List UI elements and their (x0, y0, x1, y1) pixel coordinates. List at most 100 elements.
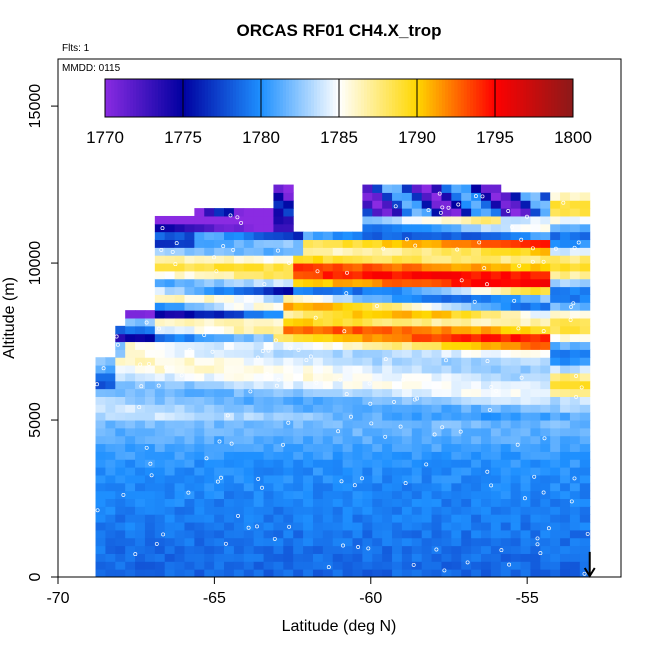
heatmap-cell (530, 263, 541, 272)
heatmap-cell (490, 333, 502, 343)
colorbar-segment (435, 79, 440, 117)
heatmap-cell (421, 569, 433, 578)
heatmap-cell (510, 474, 522, 484)
heatmap-cell (233, 553, 245, 562)
heatmap-cell (490, 561, 502, 570)
heatmap-cell (579, 545, 591, 554)
heatmap-cell (352, 365, 363, 374)
heatmap-cell (372, 529, 383, 539)
heatmap-cell (224, 388, 235, 397)
sample-marker (411, 562, 416, 567)
heatmap-cell (530, 459, 541, 468)
heatmap-cell (332, 545, 344, 554)
heatmap-cell (401, 388, 413, 397)
heatmap-cell (263, 404, 274, 413)
heatmap-cell (550, 545, 561, 554)
heatmap-cell (520, 255, 531, 264)
colorbar-segment (445, 79, 449, 117)
heatmap-cell (560, 545, 571, 554)
heatmap-cell (579, 325, 591, 335)
heatmap-cell (490, 192, 502, 201)
heatmap-cell (451, 537, 462, 547)
heatmap-cell (372, 192, 383, 201)
heatmap-cell (392, 490, 403, 500)
heatmap-cell (540, 388, 551, 397)
heatmap-cell (540, 333, 551, 343)
heatmap-cell (550, 365, 561, 374)
colorbar-segment (488, 79, 493, 117)
heatmap-cell (273, 278, 284, 288)
heatmap-cell (530, 388, 541, 397)
heatmap-cell (510, 200, 522, 209)
heatmap-cell (550, 223, 561, 233)
heatmap-cell (263, 231, 274, 241)
heatmap-cell (471, 459, 482, 468)
heatmap-cell (579, 372, 591, 382)
heatmap-cell (273, 341, 284, 350)
heatmap-cell (303, 341, 314, 350)
heatmap-cell (520, 357, 531, 366)
heatmap-cell (283, 192, 294, 201)
heatmap-cell (184, 561, 195, 570)
sample-marker (219, 475, 223, 480)
heatmap-cell (342, 467, 354, 476)
heatmap-cell (579, 514, 591, 523)
sample-marker (574, 394, 579, 399)
heatmap-cell (312, 412, 324, 421)
heatmap-cell (164, 286, 176, 295)
heatmap-cell (95, 537, 106, 547)
heatmap-cell (510, 545, 522, 554)
heatmap-cell (263, 349, 274, 358)
heatmap-cell (372, 561, 383, 570)
heatmap-cell (233, 208, 245, 217)
colorbar-segment (285, 79, 290, 117)
colorbar-segment (385, 79, 390, 117)
heatmap-cell (342, 231, 354, 241)
heatmap-cell (312, 357, 324, 366)
heatmap-cell (431, 278, 442, 288)
colorbar-segment (351, 79, 356, 117)
heatmap-cell (560, 247, 571, 256)
heatmap-cell (303, 420, 314, 429)
heatmap-cell (579, 506, 591, 515)
heatmap-cell (411, 459, 423, 468)
heatmap-cell (560, 522, 571, 531)
colorbar-segment (133, 79, 137, 117)
heatmap-cell (194, 537, 205, 547)
heatmap-cell (233, 278, 245, 288)
heatmap-cell (135, 372, 146, 382)
heatmap-cell (204, 294, 215, 303)
heatmap-cell (441, 208, 452, 217)
heatmap-cell (322, 396, 334, 405)
heatmap-cell (540, 459, 551, 468)
heatmap-cell (95, 514, 106, 523)
heatmap-cell (243, 255, 255, 264)
heatmap-cell (451, 561, 462, 570)
heatmap-cell (144, 388, 156, 397)
heatmap-cell (194, 498, 205, 507)
heatmap-cell (184, 388, 195, 397)
heatmap-cell (569, 427, 581, 437)
heatmap-cell (550, 412, 561, 421)
colorbar-segment (379, 79, 384, 117)
heatmap-cell (154, 427, 166, 437)
heatmap-cell (481, 529, 492, 539)
heatmap-cell (579, 349, 591, 358)
heatmap-cell (273, 537, 284, 547)
heatmap-cell (471, 569, 482, 578)
heatmap-cell (322, 357, 334, 366)
heatmap-cell (342, 357, 354, 366)
sample-marker (273, 338, 278, 343)
heatmap-cell (481, 349, 492, 358)
heatmap-cell (510, 192, 522, 201)
heatmap-cell (510, 239, 522, 248)
heatmap-cell (411, 357, 423, 366)
heatmap-cell (550, 349, 561, 358)
sample-marker (485, 469, 490, 474)
heatmap-cell (451, 302, 462, 311)
heatmap-cell (471, 365, 482, 374)
heatmap-cell (233, 522, 245, 531)
heatmap-cell (421, 223, 433, 233)
colorbar-segment (498, 79, 502, 117)
heatmap-cell (253, 561, 265, 570)
